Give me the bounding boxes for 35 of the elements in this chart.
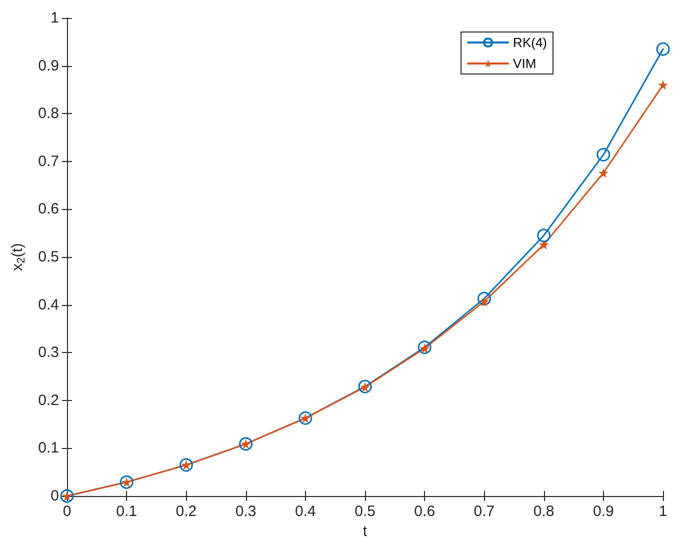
point <box>358 380 372 394</box>
point <box>537 228 551 242</box>
x-tick-label: 0.9 <box>592 503 614 520</box>
y-tick-label: 0.5 <box>38 248 59 266</box>
y-tick-label: 0.6 <box>38 200 59 218</box>
point <box>538 240 549 250</box>
y-tick-label: 0.7 <box>38 152 59 170</box>
x-tick-label: 0.5 <box>354 503 376 520</box>
point <box>656 42 670 56</box>
y-axis-title: x2(t) <box>9 243 28 271</box>
x-axis-title: t <box>362 523 368 540</box>
y-tick-label: 0 <box>50 488 59 504</box>
legend-label: RK(4) <box>513 35 548 50</box>
x-tick-label: 0.4 <box>294 503 316 520</box>
legend-label: VIM <box>513 56 536 71</box>
point <box>658 80 668 90</box>
x-tick-label: 1 <box>658 503 668 520</box>
y-tick-label: 0.1 <box>38 440 59 457</box>
x-tick-label: 0.7 <box>474 503 495 520</box>
x-tick-label: 0.8 <box>533 503 554 520</box>
x-tick-label: 0.3 <box>235 503 256 520</box>
point <box>418 340 432 354</box>
y-tick-label: 0.2 <box>38 392 59 409</box>
y-tick-label: 0.4 <box>38 296 59 314</box>
x-tick-label: 0.2 <box>176 503 197 520</box>
point <box>598 168 608 178</box>
y-tick-label: 1 <box>50 10 59 26</box>
point <box>596 148 610 162</box>
x-tick-label: 0.1 <box>116 503 138 520</box>
x-tick-label: 0.6 <box>414 503 436 520</box>
point <box>477 292 491 306</box>
y-tick-label: 0.3 <box>38 344 59 362</box>
x-tick-label: 0 <box>62 503 72 520</box>
y-tick-label: 0.9 <box>38 57 59 74</box>
y-tick-label: 0.8 <box>38 105 59 122</box>
